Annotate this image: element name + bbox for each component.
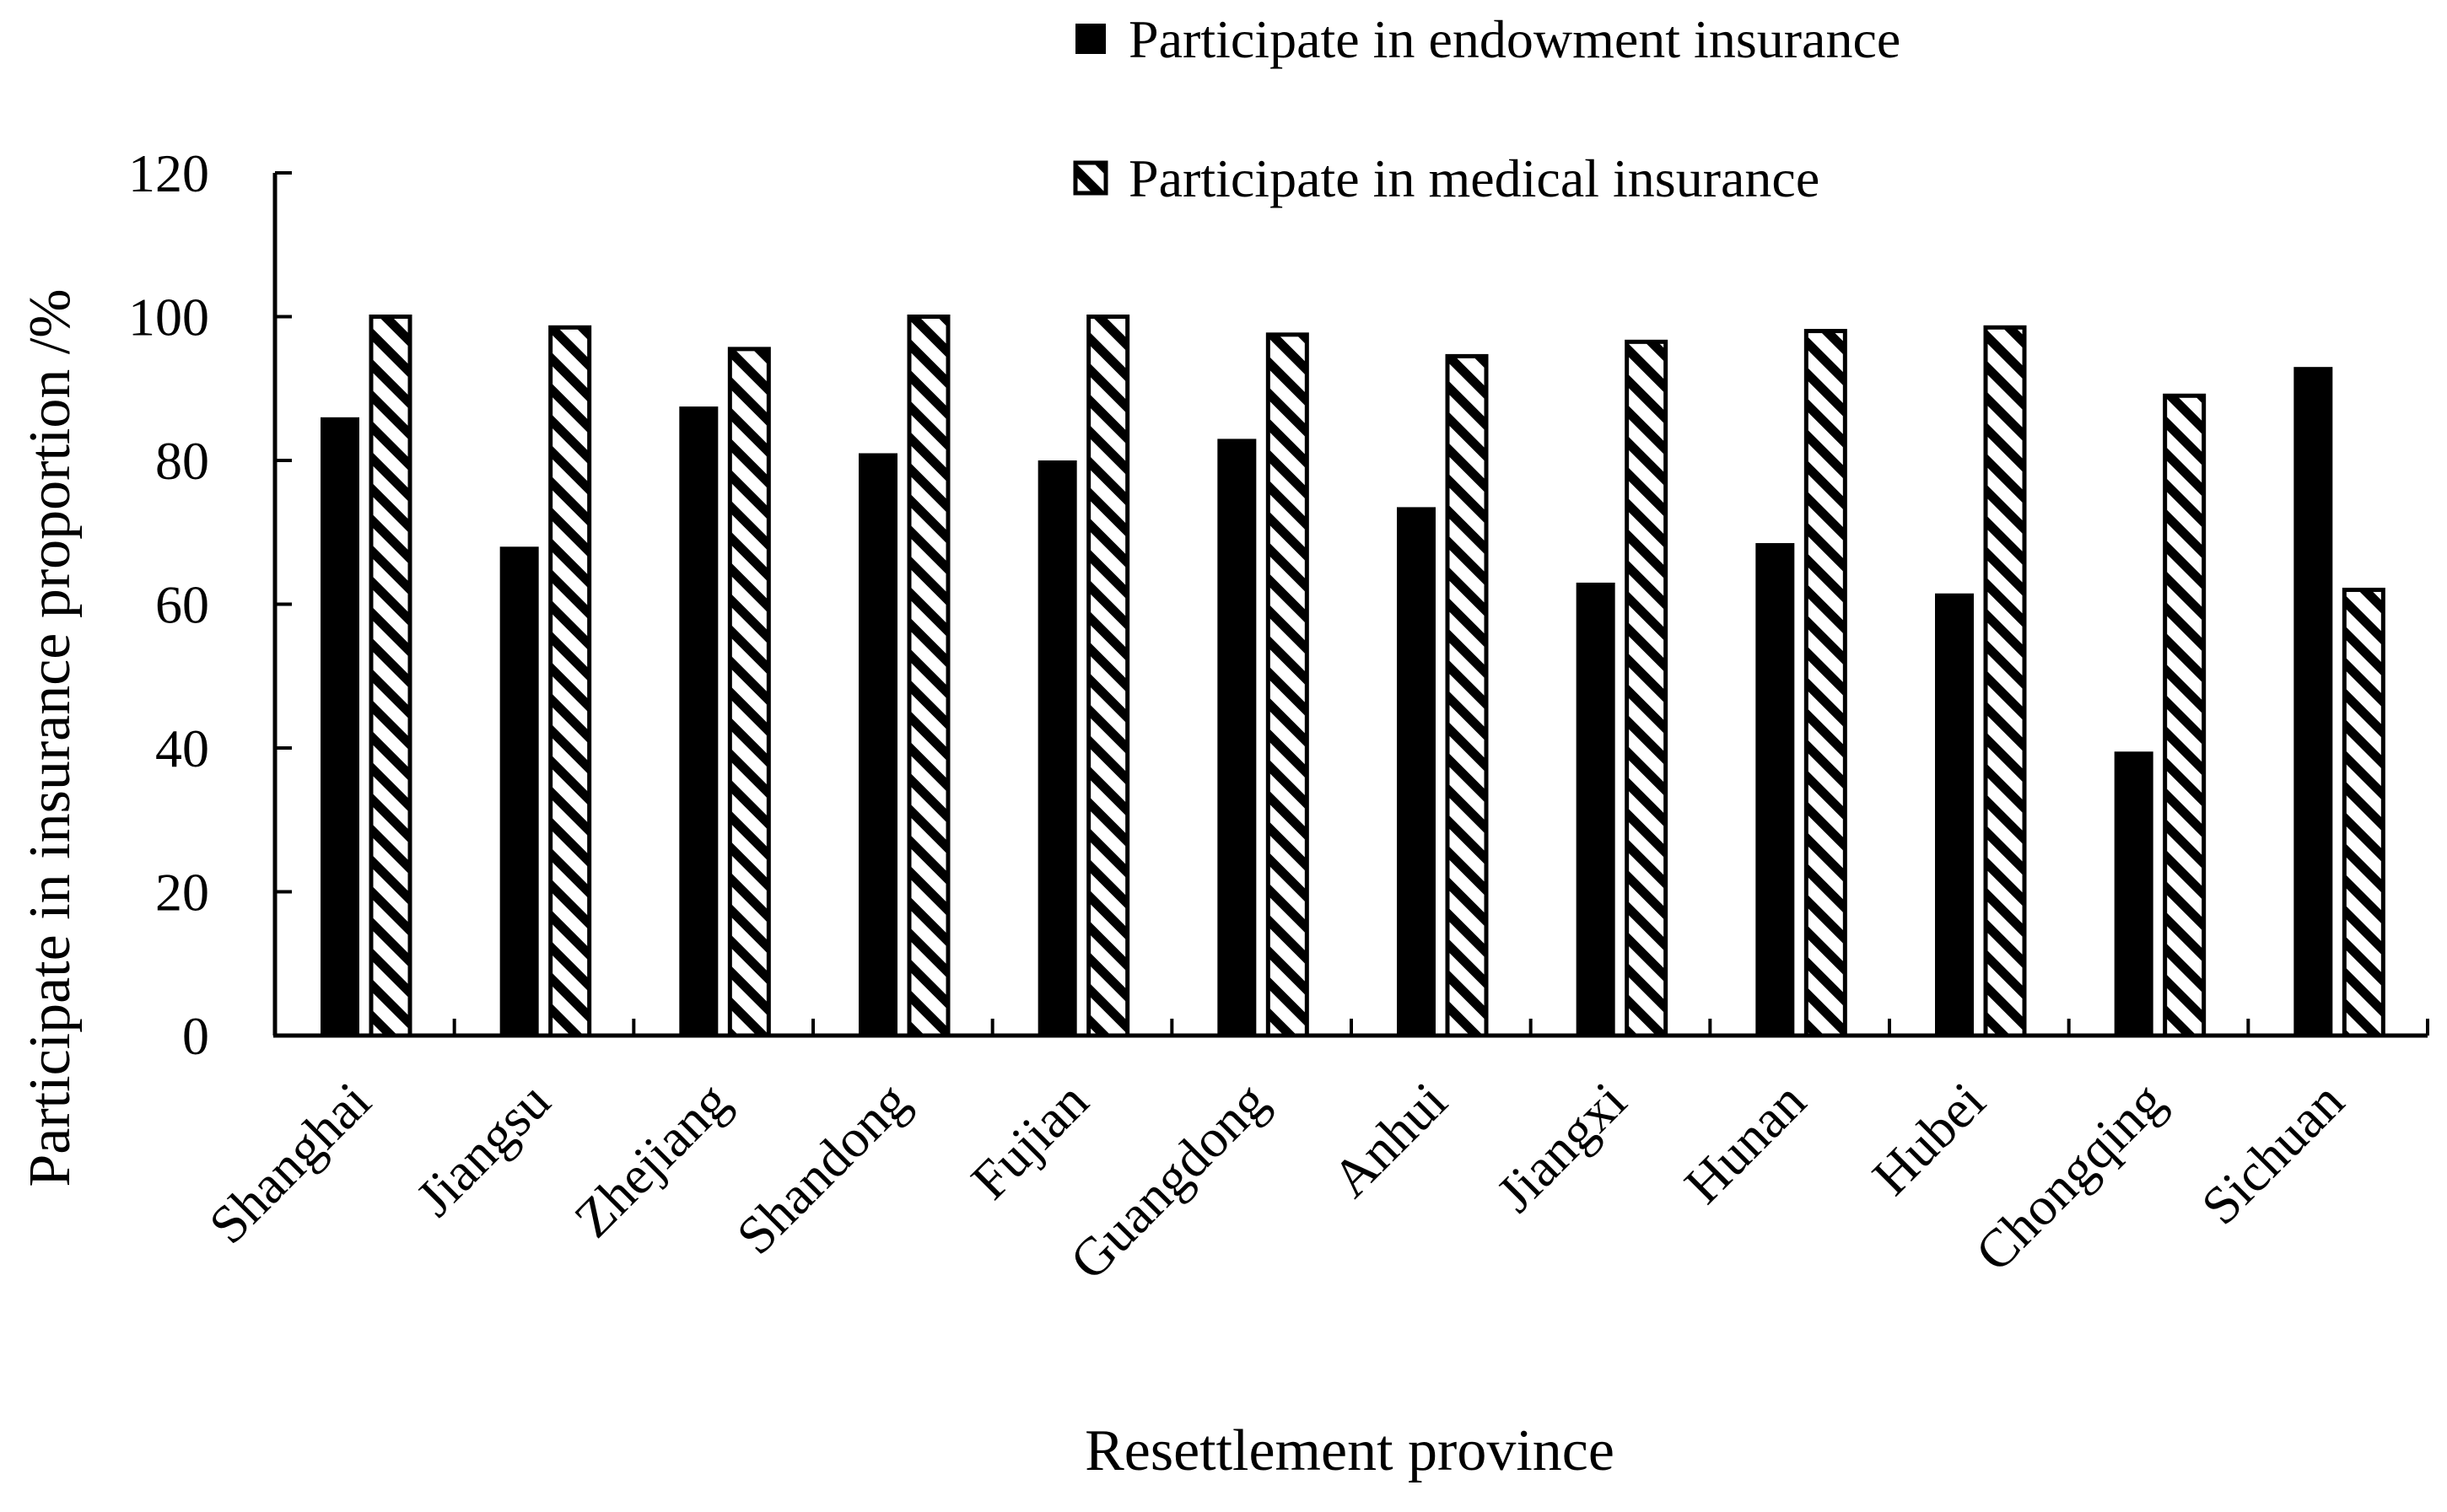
legend: Participate in endowment insurance Parti… (1073, 9, 1900, 208)
y-tick-label: 20 (155, 863, 209, 923)
legend-swatch-endowment (1075, 24, 1106, 54)
x-category-label: Shandong (725, 1071, 920, 1266)
bar-medical (2342, 587, 2385, 1038)
x-category-label: Jiangsu (405, 1071, 562, 1228)
legend-label-medical: Participate in medical insurance (1129, 148, 1819, 208)
x-category-label: Guangdong (1059, 1071, 1279, 1291)
x-category-label: Zhejiang (563, 1071, 741, 1249)
x-category-label: Chongqing (1964, 1071, 2175, 1283)
y-tick-label: 0 (182, 1006, 209, 1066)
bar-endowment (2293, 367, 2333, 1036)
legend-item-medical: Participate in medical insurance (1073, 148, 1819, 208)
bar-endowment (1038, 460, 1077, 1036)
bar-endowment (1755, 543, 1795, 1036)
x-category-label: Hunan (1673, 1071, 1817, 1215)
bar-endowment (1217, 439, 1257, 1036)
plot-area (273, 315, 2429, 1038)
y-tick-label: 60 (155, 575, 209, 635)
bar-medical (1803, 329, 1847, 1038)
bar-medical (907, 315, 951, 1038)
y-tick-label: 120 (128, 143, 209, 203)
y-axis-title: Participate in insurance proportion /% (18, 288, 83, 1186)
bar-endowment (1576, 582, 1615, 1036)
x-category-label: Fujian (960, 1071, 1100, 1211)
bar-medical (1086, 315, 1130, 1038)
bar-endowment (1397, 507, 1436, 1036)
bar-endowment (499, 546, 539, 1036)
legend-label-endowment: Participate in endowment insurance (1129, 9, 1900, 69)
bar-medical (727, 347, 771, 1038)
bar-endowment (321, 417, 359, 1036)
bar-endowment (1935, 593, 1974, 1036)
x-category-label: Jiangxi (1485, 1071, 1638, 1224)
bar-medical (2163, 393, 2207, 1038)
bar-medical (1625, 339, 1668, 1038)
x-category-label: Sichuan (2190, 1071, 2355, 1236)
bar-medical (369, 315, 412, 1038)
legend-swatch-medical (1073, 160, 1108, 196)
y-tick-label: 80 (155, 431, 209, 491)
x-category-label: Shanghai (197, 1071, 382, 1256)
bar-endowment (859, 453, 897, 1036)
x-axis-title: Resettlement province (1085, 1418, 1614, 1483)
bar-medical (548, 325, 592, 1038)
bar-medical (1983, 325, 2027, 1038)
x-category-label: Anhui (1321, 1071, 1458, 1208)
y-axis-ticks: 0 20 40 60 80 100 120 (128, 143, 292, 1066)
legend-item-endowment: Participate in endowment insurance (1075, 9, 1900, 69)
y-tick-label: 100 (128, 288, 209, 347)
x-category-label: Hubei (1861, 1071, 1997, 1207)
bar-endowment (2114, 751, 2153, 1036)
bar-medical (1445, 353, 1489, 1038)
bar-endowment (679, 406, 719, 1036)
bar-medical (1265, 332, 1309, 1038)
y-tick-label: 40 (155, 718, 209, 778)
